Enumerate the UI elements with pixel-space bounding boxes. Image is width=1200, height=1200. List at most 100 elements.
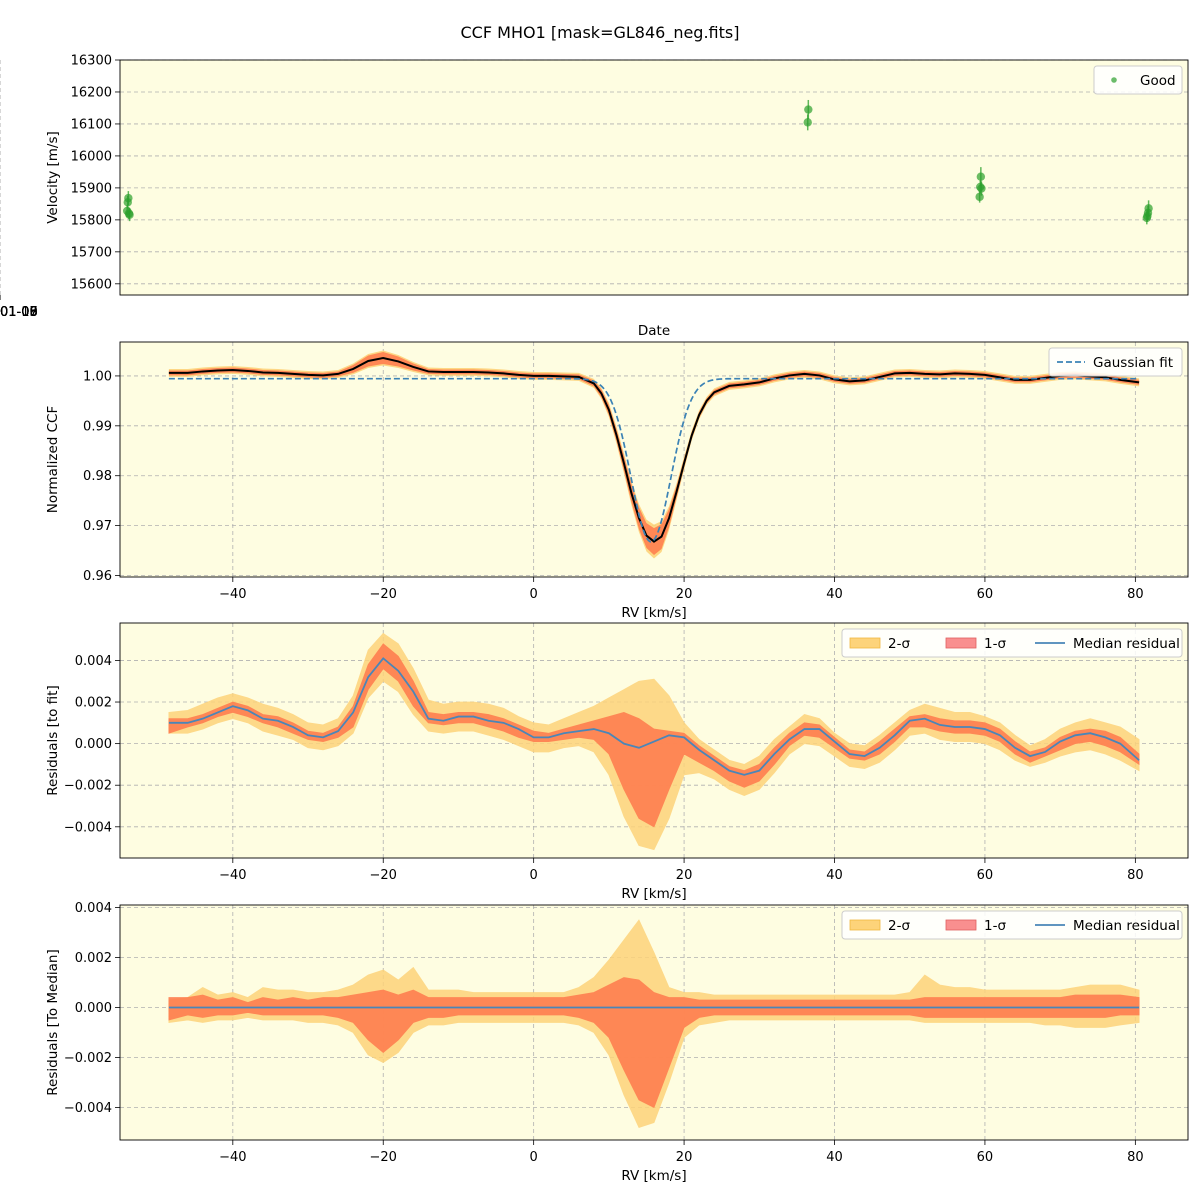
y-tick-label: 0.002 — [75, 696, 112, 711]
x-tick-label: 40 — [826, 1150, 843, 1165]
panel-resid_fit: −40 −20 0 20 40 60 80 −0.004 −0.002 0.000 0.002 0.0… — [45, 622, 1189, 902]
legend-label: 2-σ — [888, 918, 910, 934]
plot-frame — [119, 341, 1189, 578]
y-tick-label: 0.000 — [75, 737, 112, 752]
legend-swatch — [945, 637, 977, 649]
y-tick-label: 15600 — [71, 277, 112, 292]
legend-swatch — [849, 637, 881, 649]
data-point — [804, 105, 813, 114]
y-tick-label: 0.004 — [75, 654, 112, 669]
legend-box — [1048, 347, 1183, 377]
x-tick-label: 20 — [676, 1150, 693, 1165]
band-1-sigma — [168, 977, 1140, 1109]
gaussian-fit-line — [168, 377, 1140, 543]
panel-velocity: 2023-01-052023-01-062023-01-072023-01-08… — [0, 54, 1189, 339]
legend-label: Median residual — [1073, 918, 1180, 934]
x-tick-label: 2023-01-08 — [0, 305, 38, 320]
x-tick-label: 2023-01-09 — [0, 305, 38, 320]
x-tick-label: 80 — [1127, 1150, 1144, 1165]
median-residual-line — [168, 657, 1140, 776]
x-tick-label: 0 — [530, 868, 538, 883]
x-tick-label: 80 — [1127, 868, 1144, 883]
x-tick-label: 2023-01-05 — [0, 305, 38, 320]
x-axis-label: RV [km/s] — [621, 605, 686, 621]
y-tick-label: −0.004 — [64, 1101, 112, 1116]
y-tick-label: 0.96 — [83, 569, 112, 584]
data-point — [1144, 204, 1153, 213]
plot-area — [120, 60, 1188, 295]
x-tick-label: 60 — [977, 587, 994, 602]
legend-label: Median residual — [1073, 636, 1180, 652]
x-tick-label: 60 — [977, 1150, 994, 1165]
y-tick-label: 16000 — [71, 149, 112, 164]
x-tick-label: 20 — [676, 587, 693, 602]
legend-label: 1-σ — [984, 918, 1006, 934]
y-tick-label: 15800 — [71, 213, 112, 228]
panels: 2023-01-052023-01-062023-01-072023-01-08… — [0, 54, 1189, 1184]
legend-label: Gaussian fit — [1093, 355, 1173, 371]
y-axis-label: Residuals [To Median] — [45, 949, 61, 1095]
x-tick-label: −20 — [370, 868, 397, 883]
plot-frame — [119, 622, 1189, 859]
legend: Gaussian fit — [1048, 347, 1183, 377]
x-tick-label: −40 — [219, 587, 246, 602]
y-tick-label: 16300 — [71, 54, 112, 69]
legend-swatch — [945, 919, 977, 931]
y-tick-label: 0.004 — [75, 901, 112, 916]
y-tick-label: 16100 — [71, 117, 112, 132]
x-tick-label: 40 — [826, 587, 843, 602]
y-tick-label: −0.002 — [64, 1051, 112, 1066]
data-point — [803, 118, 812, 127]
ccf-line — [168, 356, 1140, 543]
data-point — [976, 172, 986, 181]
plot-frame — [119, 904, 1189, 1141]
y-tick-label: 1.00 — [83, 369, 112, 384]
y-tick-label: −0.004 — [64, 820, 112, 835]
legend-box — [1093, 65, 1183, 95]
figure-title: CCF MHO1 [mask=GL846_neg.fits] — [461, 23, 740, 43]
y-tick-label: 0.002 — [75, 951, 112, 966]
panel-resid_median: −40 −20 0 20 40 60 80 −0.004 −0.002 0.000 0.002 0.0… — [45, 901, 1189, 1184]
x-tick-label: 20 — [676, 868, 693, 883]
y-tick-label: 0.97 — [83, 519, 112, 534]
data-point — [975, 192, 984, 202]
data-point — [977, 184, 986, 193]
legend-box — [841, 628, 1183, 658]
x-axis-label: RV [km/s] — [621, 886, 686, 902]
y-tick-label: 0.000 — [75, 1001, 112, 1016]
x-tick-label: 40 — [826, 868, 843, 883]
data-point — [124, 193, 133, 203]
legend-swatch — [849, 919, 881, 931]
x-tick-label: 2023-01-10 — [0, 305, 38, 320]
x-tick-label: 0 — [530, 1150, 538, 1165]
x-tick-label: −40 — [219, 1150, 246, 1165]
x-axis-label: RV [km/s] — [621, 1168, 686, 1184]
y-tick-label: 16200 — [71, 85, 112, 100]
data-point — [125, 210, 134, 219]
legend: Good — [1093, 65, 1183, 95]
y-axis-label: Velocity [m/s] — [45, 131, 61, 224]
plot-content — [122, 99, 1153, 225]
x-tick-label: 2023-01-07 — [0, 305, 38, 320]
y-axis-label: Residuals [to fit] — [45, 685, 61, 796]
legend-label: Good — [1140, 73, 1176, 89]
x-tick-label: −20 — [370, 587, 397, 602]
y-tick-label: 0.98 — [83, 469, 112, 484]
x-tick-label: 80 — [1127, 587, 1144, 602]
y-tick-label: 0.99 — [83, 419, 112, 434]
legend-box — [841, 910, 1183, 940]
legend-label: 1-σ — [984, 636, 1006, 652]
legend: 2-σ 1-σ Median residual — [841, 910, 1183, 940]
x-tick-label: 2023-01-06 — [0, 305, 38, 320]
x-tick-label: 60 — [977, 868, 994, 883]
y-tick-label: −0.002 — [64, 779, 112, 794]
plot-content — [168, 350, 1140, 559]
plot-content — [168, 632, 1140, 851]
plot-frame — [119, 59, 1189, 296]
panel-ccf: −40 −20 0 20 40 60 80 0.96 0.97 0.98 0.99 1.00 RV [k… — [45, 341, 1189, 621]
x-tick-label: −40 — [219, 868, 246, 883]
legend-marker — [1111, 77, 1117, 83]
x-tick-label: 0 — [530, 587, 538, 602]
y-axis-label: Normalized CCF — [45, 406, 61, 513]
